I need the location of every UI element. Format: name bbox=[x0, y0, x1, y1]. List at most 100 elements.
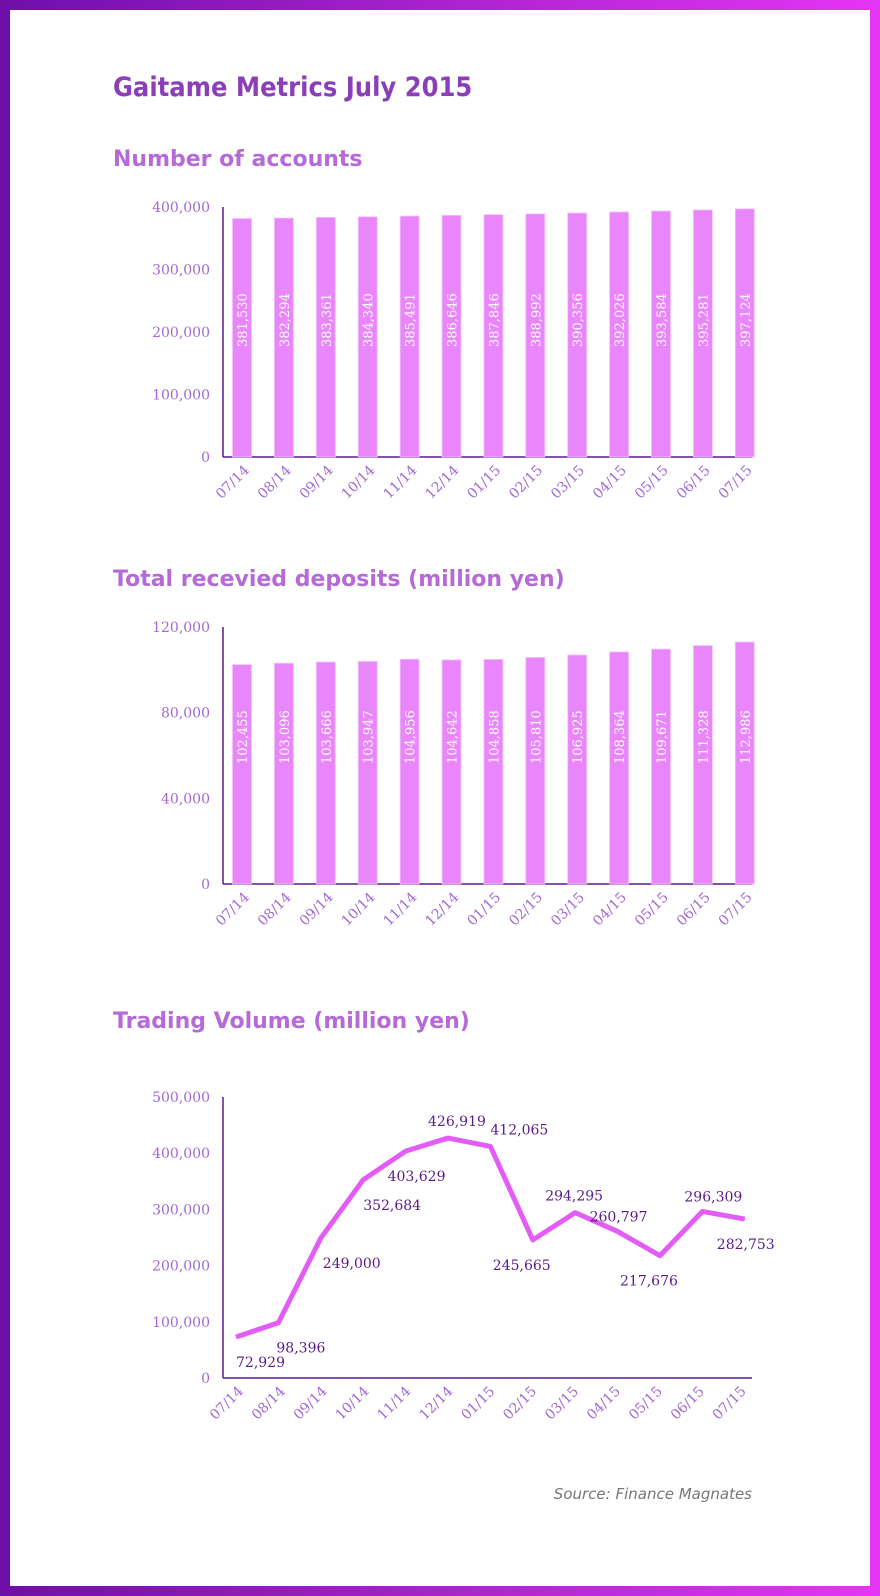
x-tick-label: 02/15 bbox=[500, 1384, 540, 1424]
x-tick-label: 01/15 bbox=[464, 890, 504, 930]
point-data-label: 412,065 bbox=[490, 1122, 548, 1138]
bar bbox=[734, 208, 755, 458]
point-data-label: 260,797 bbox=[590, 1209, 648, 1225]
chart-title-volume: Trading Volume (million yen) bbox=[113, 1009, 470, 1034]
y-tick-label: 300,000 bbox=[152, 1202, 210, 1218]
x-tick-label: 06/15 bbox=[674, 463, 714, 503]
y-tick-label: 500,000 bbox=[152, 1090, 210, 1106]
page-title: Gaitame Metrics July 2015 bbox=[113, 72, 472, 103]
chart-title-accounts: Number of accounts bbox=[113, 147, 363, 172]
y-tick-label: 0 bbox=[201, 450, 210, 466]
point-data-label: 282,753 bbox=[717, 1237, 775, 1253]
x-tick-label: 11/14 bbox=[381, 889, 421, 929]
point-data-label: 403,629 bbox=[388, 1169, 446, 1185]
bar-data-label: 104,956 bbox=[404, 710, 419, 764]
bar-data-label: 381,530 bbox=[236, 293, 251, 347]
y-tick-label: 40,000 bbox=[161, 791, 210, 807]
x-tick-label: 04/15 bbox=[590, 463, 630, 503]
bar bbox=[399, 658, 420, 885]
bar bbox=[651, 648, 671, 885]
bar-data-label: 395,281 bbox=[697, 293, 712, 347]
bar bbox=[525, 213, 546, 458]
y-tick-label: 0 bbox=[201, 1371, 210, 1387]
bar-data-label: 103,666 bbox=[320, 710, 335, 764]
x-tick-label: 09/14 bbox=[297, 889, 337, 929]
x-tick-label: 03/15 bbox=[548, 463, 588, 503]
bar bbox=[315, 216, 336, 458]
bar-data-label: 384,340 bbox=[362, 293, 377, 347]
x-tick-label: 04/15 bbox=[590, 890, 630, 930]
x-tick-label: 07/14 bbox=[207, 1383, 247, 1423]
x-tick-label: 02/15 bbox=[506, 463, 546, 503]
infographic-sheet bbox=[10, 10, 870, 1586]
bar bbox=[273, 217, 294, 458]
bar bbox=[441, 214, 462, 458]
x-tick-label: 05/15 bbox=[632, 463, 672, 503]
y-tick-label: 0 bbox=[201, 877, 210, 893]
x-tick-label: 06/15 bbox=[674, 890, 714, 930]
bar-data-label: 102,455 bbox=[236, 710, 251, 764]
bar-data-label: 392,026 bbox=[613, 293, 628, 347]
bar bbox=[357, 660, 378, 885]
bar bbox=[483, 214, 504, 458]
bar-data-label: 103,096 bbox=[278, 710, 293, 764]
point-data-label: 426,919 bbox=[428, 1114, 486, 1130]
x-tick-label: 12/14 bbox=[416, 1383, 456, 1423]
bar-data-label: 385,491 bbox=[404, 293, 419, 347]
x-tick-label: 07/15 bbox=[716, 463, 756, 503]
x-tick-label: 11/14 bbox=[375, 1383, 415, 1423]
bar-data-label: 105,810 bbox=[529, 710, 544, 764]
source-note: Source: Finance Magnates bbox=[554, 1485, 752, 1503]
x-tick-label: 12/14 bbox=[422, 462, 462, 502]
point-data-label: 296,309 bbox=[684, 1189, 742, 1205]
x-tick-label: 08/14 bbox=[255, 462, 295, 502]
x-tick-label: 07/15 bbox=[716, 890, 756, 930]
x-tick-label: 09/14 bbox=[297, 462, 337, 502]
bar bbox=[567, 212, 588, 458]
bar-data-label: 104,858 bbox=[487, 710, 502, 764]
bar bbox=[734, 641, 755, 885]
x-tick-label: 10/14 bbox=[333, 1383, 373, 1423]
x-tick-label: 03/15 bbox=[548, 890, 588, 930]
bar bbox=[609, 651, 629, 885]
chart-title-deposits: Total recevied deposits (million yen) bbox=[113, 567, 565, 592]
x-tick-label: 04/15 bbox=[584, 1384, 624, 1424]
bar bbox=[315, 661, 336, 885]
y-tick-label: 80,000 bbox=[161, 706, 210, 722]
x-tick-label: 05/15 bbox=[632, 890, 672, 930]
bar bbox=[693, 209, 713, 458]
x-tick-label: 12/14 bbox=[422, 889, 462, 929]
bar bbox=[609, 211, 629, 458]
y-tick-label: 300,000 bbox=[152, 263, 210, 279]
point-data-label: 352,684 bbox=[363, 1198, 421, 1214]
bar-data-label: 383,361 bbox=[320, 293, 335, 347]
bar bbox=[232, 218, 252, 458]
bar-data-label: 388,992 bbox=[529, 293, 544, 347]
y-tick-label: 400,000 bbox=[152, 200, 210, 216]
bar-data-label: 103,947 bbox=[362, 710, 377, 764]
volume-line bbox=[235, 1135, 746, 1340]
point-data-label: 217,676 bbox=[620, 1274, 678, 1290]
point-data-label: 98,396 bbox=[276, 1341, 325, 1357]
y-tick-label: 400,000 bbox=[152, 1146, 210, 1162]
point-data-label: 245,665 bbox=[493, 1258, 551, 1274]
y-tick-label: 200,000 bbox=[152, 325, 210, 341]
x-tick-label: 03/15 bbox=[542, 1384, 582, 1424]
bar-data-label: 109,671 bbox=[655, 710, 670, 764]
bar-data-label: 106,925 bbox=[571, 710, 586, 764]
bar bbox=[693, 645, 713, 885]
bar bbox=[357, 216, 378, 458]
x-tick-label: 08/14 bbox=[249, 1383, 289, 1423]
x-tick-label: 01/15 bbox=[458, 1384, 498, 1424]
bar-data-label: 387,846 bbox=[487, 293, 502, 347]
bar-data-label: 382,294 bbox=[278, 293, 293, 347]
x-tick-label: 02/15 bbox=[506, 890, 546, 930]
bar-data-label: 104,642 bbox=[446, 710, 461, 764]
y-tick-label: 100,000 bbox=[152, 388, 210, 404]
bar-data-label: 111,328 bbox=[697, 710, 712, 764]
bar bbox=[483, 659, 504, 885]
bar-data-label: 397,124 bbox=[739, 293, 754, 347]
bar bbox=[232, 664, 252, 885]
x-tick-label: 01/15 bbox=[464, 463, 504, 503]
